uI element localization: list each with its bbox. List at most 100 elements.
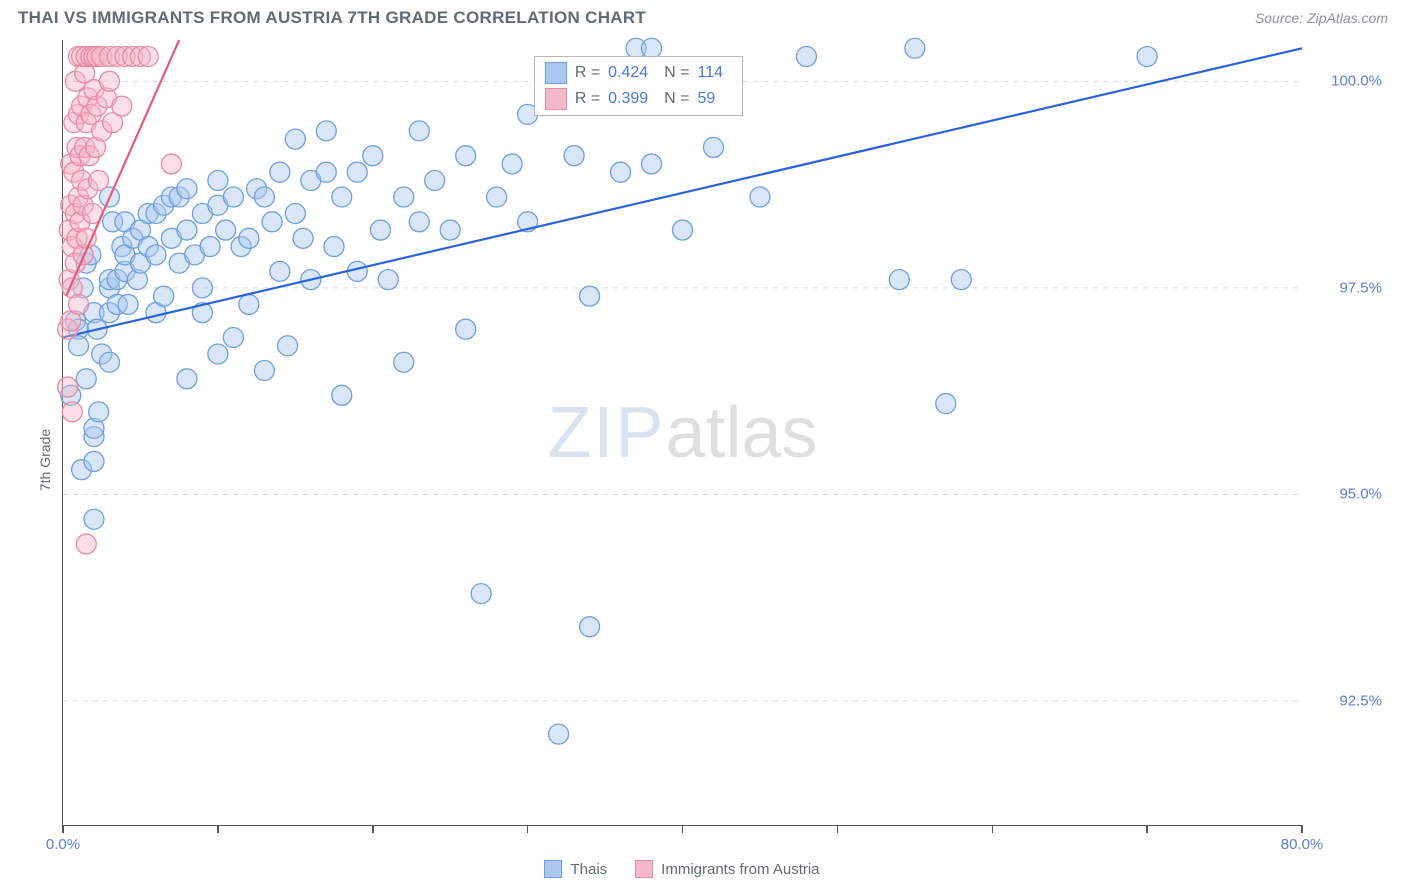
legend-entry: Immigrants from Austria	[635, 860, 819, 878]
scatter-point	[68, 294, 88, 314]
scatter-point	[146, 245, 166, 265]
scatter-point	[456, 319, 476, 339]
stats-legend-box: R = 0.424 N = 114 R = 0.399 N = 59	[534, 56, 743, 116]
legend-swatch	[545, 62, 567, 84]
scatter-point	[293, 228, 313, 248]
scatter-point	[285, 129, 305, 149]
plot-svg	[63, 40, 1302, 825]
scatter-point	[502, 154, 522, 174]
scatter-point	[254, 187, 274, 207]
plot-area: ZIPatlas R =0.424N =114R =0.399N =59 92.…	[62, 40, 1302, 826]
y-axis-label: 7th Grade	[37, 429, 53, 491]
scatter-point	[425, 170, 445, 190]
x-tick-mark	[372, 825, 374, 833]
scatter-point	[239, 228, 259, 248]
scatter-point	[936, 394, 956, 414]
stat-key: N =	[664, 60, 689, 86]
scatter-point	[456, 146, 476, 166]
y-tick-label: 92.5%	[1312, 693, 1382, 710]
scatter-point	[363, 146, 383, 166]
scatter-point	[76, 534, 96, 554]
scatter-point	[270, 261, 290, 281]
stat-key: N =	[664, 86, 689, 112]
scatter-point	[487, 187, 507, 207]
scatter-point	[905, 38, 925, 58]
scatter-point	[1137, 47, 1157, 67]
scatter-point	[564, 146, 584, 166]
scatter-point	[76, 228, 96, 248]
x-tick-mark	[682, 825, 684, 833]
x-tick-mark	[217, 825, 219, 833]
source-label: Source: ZipAtlas.com	[1255, 10, 1388, 26]
scatter-point	[84, 451, 104, 471]
scatter-point	[200, 237, 220, 257]
chart-container: 7th Grade ZIPatlas R =0.424N =114R =0.39…	[18, 40, 1388, 880]
legend-swatch	[635, 860, 653, 878]
scatter-point	[192, 278, 212, 298]
scatter-point	[84, 509, 104, 529]
scatter-point	[316, 121, 336, 141]
stat-n-value: 114	[698, 60, 732, 86]
scatter-point	[394, 187, 414, 207]
stat-r-value: 0.424	[608, 60, 656, 86]
scatter-point	[177, 179, 197, 199]
scatter-point	[440, 220, 460, 240]
stat-n-value: 59	[698, 86, 732, 112]
scatter-point	[138, 47, 158, 67]
scatter-point	[285, 204, 305, 224]
scatter-point	[889, 270, 909, 290]
scatter-point	[642, 154, 662, 174]
scatter-point	[332, 187, 352, 207]
scatter-point	[177, 220, 197, 240]
scatter-point	[76, 369, 96, 389]
chart-title: THAI VS IMMIGRANTS FROM AUSTRIA 7TH GRAD…	[18, 8, 646, 28]
scatter-point	[216, 220, 236, 240]
x-tick-mark	[992, 825, 994, 833]
x-tick-mark	[1301, 825, 1303, 833]
legend-label: Thais	[570, 861, 607, 878]
x-tick-mark	[527, 825, 529, 833]
scatter-point	[409, 121, 429, 141]
scatter-point	[580, 286, 600, 306]
x-tick-label: 80.0%	[1281, 836, 1324, 853]
legend-swatch	[545, 88, 567, 110]
x-tick-mark	[837, 825, 839, 833]
scatter-point	[316, 162, 336, 182]
scatter-point	[99, 71, 119, 91]
scatter-point	[471, 584, 491, 604]
scatter-point	[324, 237, 344, 257]
legend-label: Immigrants from Austria	[661, 861, 819, 878]
scatter-point	[262, 212, 282, 232]
legend-swatch	[544, 860, 562, 878]
y-tick-label: 97.5%	[1312, 279, 1382, 296]
scatter-point	[208, 170, 228, 190]
stats-row: R = 0.424 N = 114	[545, 60, 732, 86]
scatter-point	[239, 294, 259, 314]
y-tick-label: 95.0%	[1312, 486, 1382, 503]
scatter-point	[549, 724, 569, 744]
x-tick-label: 0.0%	[46, 836, 80, 853]
scatter-point	[673, 220, 693, 240]
scatter-point	[208, 344, 228, 364]
scatter-point	[409, 212, 429, 232]
scatter-point	[161, 154, 181, 174]
scatter-point	[611, 162, 631, 182]
scatter-point	[278, 336, 298, 356]
scatter-point	[223, 327, 243, 347]
scatter-point	[177, 369, 197, 389]
scatter-point	[703, 137, 723, 157]
scatter-point	[332, 385, 352, 405]
stat-key: R =	[575, 60, 600, 86]
scatter-point	[270, 162, 290, 182]
scatter-point	[118, 294, 138, 314]
scatter-point	[254, 361, 274, 381]
scatter-point	[99, 352, 119, 372]
stat-key: R =	[575, 86, 600, 112]
x-tick-mark	[1146, 825, 1148, 833]
scatter-point	[378, 270, 398, 290]
stat-r-value: 0.399	[608, 86, 656, 112]
stats-row: R = 0.399 N = 59	[545, 86, 732, 112]
legend-entry: Thais	[544, 860, 607, 878]
scatter-point	[580, 617, 600, 637]
scatter-point	[370, 220, 390, 240]
